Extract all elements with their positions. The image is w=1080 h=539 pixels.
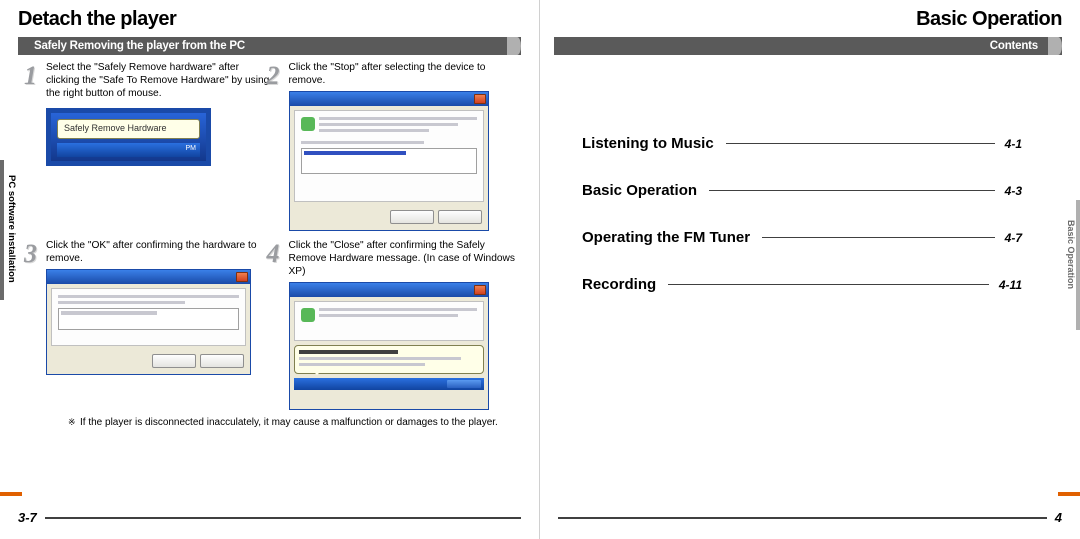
bar-stripe: [554, 37, 1062, 55]
toc-row: Recording 4-11: [582, 276, 1022, 293]
device-icon: [301, 308, 315, 322]
step-3-window: [46, 269, 251, 375]
step-2: 2 Click the "Stop" after selecting the d…: [289, 61, 518, 231]
title-row-left: Detach the player: [18, 8, 521, 31]
footnote-mark: ※: [68, 416, 76, 428]
window-body: [51, 288, 246, 346]
toc-item-page: 4-11: [993, 278, 1022, 292]
steps-grid: 1 Select the "Safely Remove hardware" af…: [18, 61, 521, 410]
step-number-4: 4: [267, 237, 280, 270]
step-1-screenshot: Safely Remove Hardware PM: [46, 108, 211, 166]
window-body: [294, 301, 484, 341]
step-number-3: 3: [24, 237, 37, 270]
step-1: 1 Select the "Safely Remove hardware" af…: [46, 61, 275, 231]
step-text-4: Click the "Close" after confirming the S…: [289, 239, 518, 278]
toc-item-name: Listening to Music: [582, 135, 722, 152]
step-text-1: Select the "Safely Remove hardware" afte…: [46, 61, 275, 100]
table-of-contents: Listening to Music 4-1 Basic Operation 4…: [554, 135, 1062, 293]
step-text-3: Click the "OK" after confirming the hard…: [46, 239, 275, 265]
footer-accent-right: [1058, 492, 1080, 496]
close-icon: [236, 272, 248, 282]
toc-item-name: Recording: [582, 276, 664, 293]
properties-button: [390, 210, 434, 224]
window-footer: [47, 350, 250, 374]
step-text-2: Click the "Stop" after selecting the dev…: [289, 61, 518, 87]
section-bar-label-left: Safely Removing the player from the PC: [34, 40, 245, 52]
window-text-lines: [319, 308, 477, 320]
cancel-button: [200, 354, 244, 368]
toc-row: Listening to Music 4-1: [582, 135, 1022, 152]
window-titlebar: [47, 270, 250, 284]
step-2-window: [289, 91, 489, 231]
step-number-1: 1: [24, 59, 37, 92]
step-number-2: 2: [267, 59, 280, 92]
window-footer: [290, 206, 488, 230]
toc-leader: [709, 190, 995, 191]
left-page: PC software installation Detach the play…: [0, 0, 540, 539]
side-tab-left: [0, 160, 4, 300]
toc-row: Basic Operation 4-3: [582, 182, 1022, 199]
toc-item-page: 4-7: [999, 231, 1022, 245]
side-label-right: Basic Operation: [1066, 220, 1076, 289]
side-label-left: PC software installation: [6, 175, 17, 283]
window-text-lines: [319, 117, 477, 135]
toc-leader: [726, 143, 995, 144]
toc-item-page: 4-1: [999, 137, 1022, 151]
close-icon: [474, 94, 486, 104]
device-listbox: [301, 148, 477, 174]
safe-to-remove-balloon: [294, 345, 484, 374]
window-titlebar: [290, 92, 488, 106]
bar-cap: [1048, 37, 1062, 55]
bar-cap: [507, 37, 521, 55]
toc-item-name: Operating the FM Tuner: [582, 229, 758, 246]
confirm-listbox: [58, 308, 239, 330]
toc-leader: [762, 237, 995, 238]
title-row-right: Basic Operation: [554, 8, 1062, 31]
toc-leader: [668, 284, 989, 285]
step-4-window: [289, 282, 489, 410]
page-title-left: Detach the player: [18, 8, 176, 31]
toc-row: Operating the FM Tuner 4-7: [582, 229, 1022, 246]
close-icon: [474, 285, 486, 295]
ok-button: [152, 354, 196, 368]
device-icon: [301, 117, 315, 131]
step-3: 3 Click the "OK" after confirming the ha…: [46, 239, 275, 410]
toc-item-page: 4-3: [999, 184, 1022, 198]
side-tab-right: [1076, 200, 1080, 330]
section-bar-left: Safely Removing the player from the PC: [18, 37, 521, 55]
step-4: 4 Click the "Close" after confirming the…: [289, 239, 518, 410]
taskbar-clock: PM: [186, 145, 197, 154]
right-page: Basic Operation Basic Operation Contents…: [540, 0, 1080, 539]
page-number-right: 4: [1055, 510, 1062, 525]
taskbar-small: [294, 378, 484, 390]
footer-row-right: 4: [558, 510, 1062, 525]
page-title-right: Basic Operation: [916, 8, 1062, 31]
window-titlebar: [290, 283, 488, 297]
section-bar-right: Contents: [554, 37, 1062, 55]
safely-remove-balloon: Safely Remove Hardware: [57, 119, 200, 139]
footnote-text: If the player is disconnected inacculate…: [80, 417, 498, 428]
window-body: [294, 110, 484, 202]
toc-item-name: Basic Operation: [582, 182, 705, 199]
taskbar: PM: [57, 143, 200, 157]
stop-button: [438, 210, 482, 224]
footnote: ※ If the player is disconnected inaccula…: [18, 416, 521, 430]
section-bar-label-right: Contents: [990, 40, 1038, 52]
footer-row-left: 3-7: [18, 510, 521, 525]
page-number-left: 3-7: [18, 510, 37, 525]
footer-accent-left: [0, 492, 22, 496]
footer-line: [45, 517, 521, 519]
footer-line: [558, 517, 1047, 519]
